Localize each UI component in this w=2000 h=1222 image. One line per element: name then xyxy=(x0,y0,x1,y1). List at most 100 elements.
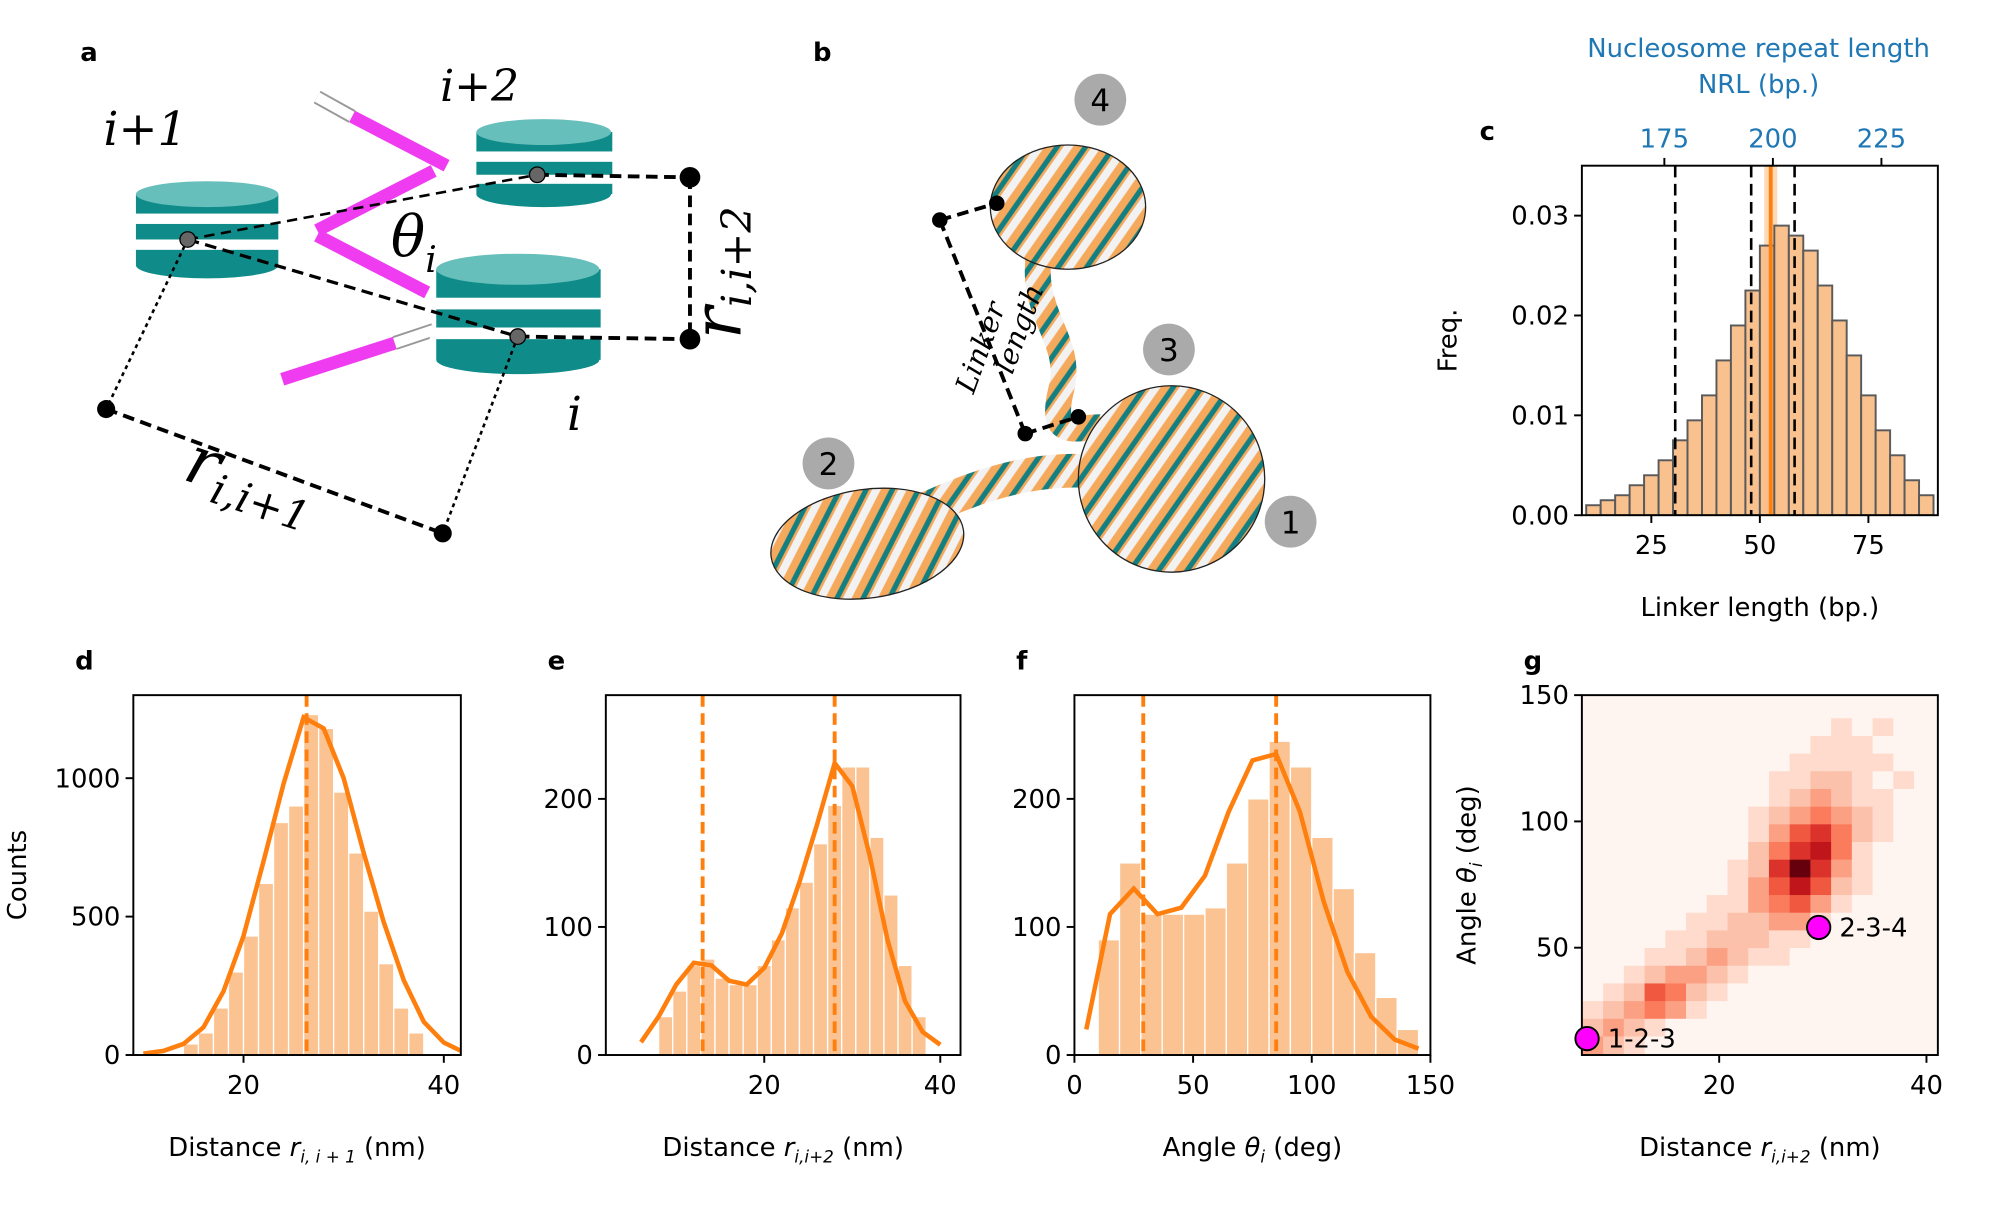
heat-cell xyxy=(1644,788,1666,807)
heat-cell xyxy=(1893,753,1915,772)
heat-cell xyxy=(1893,1018,1915,1037)
heat-cell xyxy=(1789,894,1811,913)
heat-cell xyxy=(1914,1000,1936,1019)
heat-cell xyxy=(1603,1000,1625,1019)
heat-cell xyxy=(1810,1000,1832,1019)
heat-cell xyxy=(1914,806,1936,825)
heat-cell xyxy=(1768,806,1791,825)
heat-cell xyxy=(1810,1018,1832,1037)
heat-cell xyxy=(1851,770,1873,789)
top-axis-label: NRL (bp.) xyxy=(1698,70,1819,100)
x-tick-label: 40 xyxy=(924,1071,957,1101)
heat-cell xyxy=(1706,735,1728,754)
heat-cell xyxy=(1623,859,1645,878)
heat-cell xyxy=(1727,823,1749,843)
axis-label: Freq. xyxy=(1433,309,1463,373)
bar xyxy=(1614,494,1631,516)
heat-cell xyxy=(1810,823,1832,843)
y-tick-label: 0.00 xyxy=(1511,501,1569,531)
chromatin-render xyxy=(770,144,1266,600)
heat-cell xyxy=(1665,700,1687,719)
heat-cell xyxy=(1831,859,1853,878)
heat-cell xyxy=(1686,1000,1708,1019)
bar xyxy=(728,983,744,1056)
label-part: i, i + 1 xyxy=(300,1146,356,1166)
heat-cell xyxy=(1603,894,1625,913)
axis-label: Angle θi (deg) xyxy=(1163,1133,1343,1166)
heat-cell xyxy=(1582,930,1604,949)
heat-cell xyxy=(1727,930,1749,949)
heat-cell xyxy=(1872,717,1894,736)
top-axis-title: Nucleosome repeat length xyxy=(1587,34,1930,64)
heat-cell xyxy=(1644,930,1666,949)
heat-cell xyxy=(1789,876,1811,896)
heat-cell xyxy=(1893,1000,1915,1019)
label-part: (nm) xyxy=(1811,1133,1881,1163)
heat-cell xyxy=(1851,823,1873,843)
axis-label: Angle θi (deg) xyxy=(1453,785,1486,965)
heat-cell xyxy=(1644,806,1666,825)
heat-cell xyxy=(1768,965,1791,984)
heat-cell xyxy=(1872,806,1894,825)
heat-cell xyxy=(1851,859,1873,878)
heat-cell xyxy=(1644,983,1666,1002)
heat-cell xyxy=(1914,859,1936,878)
angle-label: θi xyxy=(391,204,437,281)
label-part: Distance xyxy=(662,1133,783,1163)
bar xyxy=(1643,474,1660,516)
heat-cell xyxy=(1623,717,1645,736)
heat-cell xyxy=(1789,735,1811,754)
bar xyxy=(212,1007,230,1056)
bar xyxy=(1585,504,1602,516)
heat-cell xyxy=(1706,983,1728,1002)
label-part: θ xyxy=(1453,867,1483,883)
heat-cell xyxy=(1851,753,1873,772)
heat-cell xyxy=(1665,823,1687,843)
heat-cell xyxy=(1644,894,1666,913)
top-tick-label: 200 xyxy=(1748,125,1797,155)
heat-cell xyxy=(1623,983,1645,1002)
heat-cell xyxy=(1893,841,1915,860)
heat-cell xyxy=(1686,912,1708,931)
heat-cell xyxy=(1665,735,1687,754)
distance-label: ri,i+2 xyxy=(678,206,760,339)
y-tick-label: 150 xyxy=(1520,681,1569,711)
heat-cell xyxy=(1789,700,1811,719)
heat-cell xyxy=(1768,1036,1791,1055)
heat-cell xyxy=(1582,735,1604,754)
heat-cell xyxy=(1768,947,1791,966)
heat-cell xyxy=(1603,912,1625,931)
heat-cell xyxy=(1789,1000,1811,1019)
bar xyxy=(1816,284,1834,516)
bar xyxy=(784,907,801,1056)
heat-cell xyxy=(1810,841,1832,860)
heat-cell xyxy=(1810,735,1832,754)
heat-cell xyxy=(1748,876,1770,896)
heat-cell xyxy=(1727,876,1749,896)
heat-cell xyxy=(1851,965,1873,984)
x-tick-label: 0 xyxy=(1066,1071,1082,1101)
heat-cell xyxy=(1831,947,1853,966)
heat-cell xyxy=(1748,806,1770,825)
label-part: (nm) xyxy=(834,1133,904,1163)
heat-cell xyxy=(1893,930,1915,949)
label-part: Distance xyxy=(1639,1133,1760,1163)
x-tick-label: 75 xyxy=(1852,531,1885,561)
heat-cell xyxy=(1768,1000,1791,1019)
bar xyxy=(770,939,787,1056)
heat-cell xyxy=(1644,770,1666,789)
y-tick-label: 0 xyxy=(104,1041,120,1071)
annotated-point xyxy=(1806,914,1832,941)
heat-cell xyxy=(1706,753,1728,772)
bar xyxy=(378,963,395,1056)
axes-frame xyxy=(604,694,962,1056)
heat-cell xyxy=(1644,947,1666,966)
label-part: r xyxy=(290,1133,302,1163)
heat-cell xyxy=(1872,700,1894,719)
y-tick-label: 0 xyxy=(1045,1041,1061,1071)
heat-cell xyxy=(1706,947,1728,966)
heat-cell xyxy=(1851,894,1873,913)
heat-cell xyxy=(1831,912,1853,931)
heat-cell xyxy=(1665,1000,1687,1019)
bar xyxy=(1204,907,1227,1056)
